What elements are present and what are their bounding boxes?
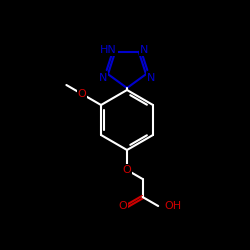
Text: N: N	[99, 73, 107, 83]
Text: O: O	[122, 165, 132, 175]
Text: N: N	[140, 45, 148, 55]
Text: O: O	[119, 201, 128, 211]
Text: HN: HN	[100, 45, 116, 55]
Text: OH: OH	[164, 201, 181, 211]
Text: N: N	[147, 73, 155, 83]
Text: O: O	[78, 89, 86, 99]
